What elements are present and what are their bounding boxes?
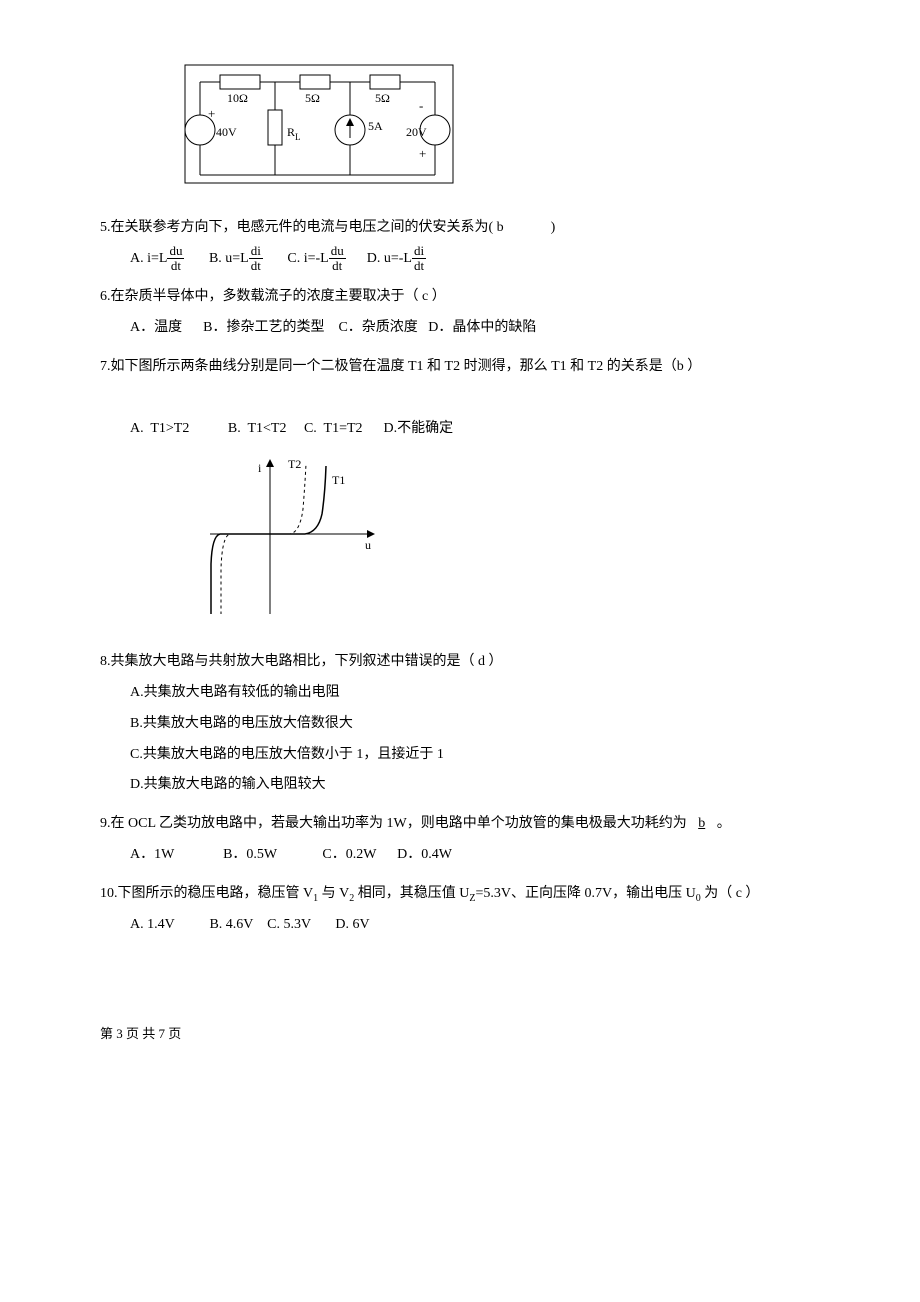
- i-label: 5A: [368, 119, 383, 133]
- q5-optD: D. u=-L: [367, 251, 412, 266]
- iv-t2-label: T2: [288, 457, 301, 471]
- q9-text1: 9.在 OCL 乙类功放电路中，若最大输出功率为 1W，则电路中单个功放管的集电…: [100, 816, 687, 831]
- q8-optA: A.共集放大电路有较低的输出电阻: [130, 678, 840, 709]
- v1-label: 40V: [216, 125, 237, 139]
- circuit-diagram: 10Ω 5Ω 5Ω + 40V R L 5A - 20V +: [180, 60, 840, 203]
- question-8: 8.共集放大电路与共射放大电路相比，下列叙述中错误的是（ d ）: [100, 647, 840, 678]
- q9-answer: b: [690, 816, 713, 831]
- r3-label: 5Ω: [375, 91, 390, 105]
- question-7: 7.如下图所示两条曲线分别是同一个二极管在温度 T1 和 T2 时测得，那么 T…: [100, 352, 840, 383]
- question-9: 9.在 OCL 乙类功放电路中，若最大输出功率为 1W，则电路中单个功放管的集电…: [100, 809, 840, 840]
- iv-u-label: u: [365, 538, 371, 552]
- q5-optB: B. u=L: [209, 251, 249, 266]
- q9-options: A．1W B．0.5W C．0.2W D．0.4W: [100, 840, 840, 871]
- iv-svg: i u T1 T2: [200, 454, 400, 624]
- q10-options: A. 1.4V B. 4.6V C. 5.3V D. 6V: [100, 910, 840, 941]
- q8-optB: B.共集放大电路的电压放大倍数很大: [130, 709, 840, 740]
- q7-options: A. T1>T2 B. T1<T2 C. T1=T2 D.不能确定: [100, 414, 840, 445]
- page-footer: 第 3 页 共 7 页: [100, 1020, 840, 1049]
- question-5: 5.在关联参考方向下，电感元件的电流与电压之间的伏安关系为( b ): [100, 213, 840, 244]
- circuit-svg: 10Ω 5Ω 5Ω + 40V R L 5A - 20V +: [180, 60, 460, 190]
- rl-sub: L: [295, 132, 301, 142]
- q8-optD: D.共集放大电路的输入电阻较大: [130, 770, 840, 801]
- q5-options: A. i=Ldudt B. u=Ldidt C. i=-Ldudt D. u=-…: [100, 244, 840, 275]
- question-6: 6.在杂质半导体中，多数载流子的浓度主要取决于（ c ）: [100, 282, 840, 313]
- r1-label: 10Ω: [227, 91, 248, 105]
- q8-optC: C.共集放大电路的电压放大倍数小于 1，且接近于 1: [130, 740, 840, 771]
- q5-optA: A. i=L: [130, 251, 167, 266]
- q5-optC: C. i=-L: [287, 251, 328, 266]
- q7-text: 7.如下图所示两条曲线分别是同一个二极管在温度 T1 和 T2 时测得，那么 T…: [100, 359, 701, 374]
- plus1: +: [208, 106, 215, 121]
- iv-curve-diagram: i u T1 T2: [200, 454, 840, 637]
- q10-pre: 10.下图所示的稳压电路，稳压管 V: [100, 886, 313, 901]
- q5-text: 5.在关联参考方向下，电感元件的电流与电压之间的伏安关系为( b: [100, 220, 504, 235]
- iv-i-label: i: [258, 461, 262, 475]
- rl-label: R: [287, 125, 295, 139]
- minus1: -: [419, 98, 423, 113]
- q8-options: A.共集放大电路有较低的输出电阻 B.共集放大电路的电压放大倍数很大 C.共集放…: [100, 678, 840, 801]
- plus2: +: [419, 146, 426, 161]
- question-10: 10.下图所示的稳压电路，稳压管 V1 与 V2 相同，其稳压值 UZ=5.3V…: [100, 879, 840, 910]
- iv-t1-label: T1: [332, 473, 345, 487]
- q5-paren: ): [551, 220, 556, 235]
- q8-text: 8.共集放大电路与共射放大电路相比，下列叙述中错误的是（ d ）: [100, 654, 503, 669]
- v2-label: 20V: [406, 125, 427, 139]
- q9-text2: 。: [717, 816, 731, 831]
- q6-text: 6.在杂质半导体中，多数载流子的浓度主要取决于（ c ）: [100, 289, 446, 304]
- q6-options: A．温度 B．掺杂工艺的类型 C．杂质浓度 D．晶体中的缺陷: [100, 313, 840, 344]
- r2-label: 5Ω: [305, 91, 320, 105]
